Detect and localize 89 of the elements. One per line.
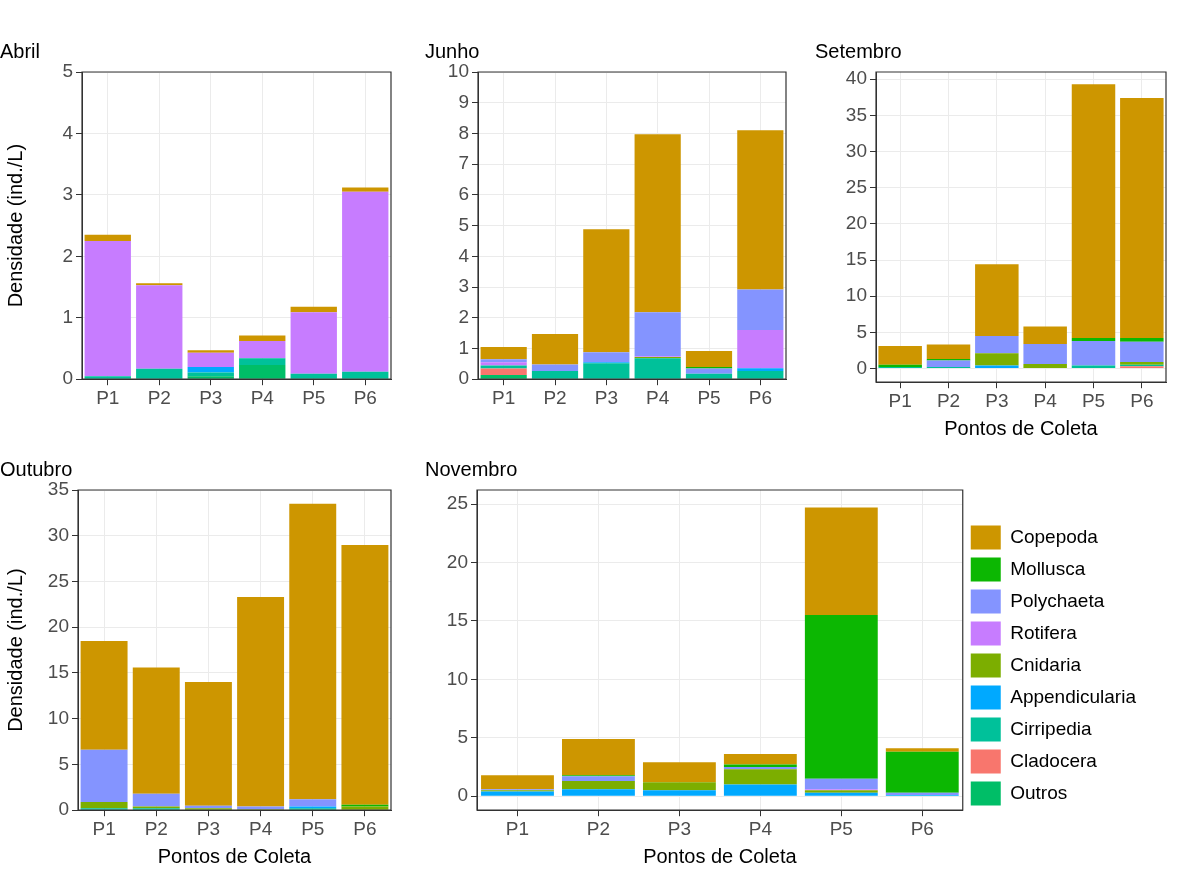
x-tick-label: P5 bbox=[1081, 389, 1106, 411]
x-tick-label: P3 bbox=[985, 389, 1009, 411]
y-tick-label: 5 bbox=[62, 60, 73, 82]
x-tick-label: P5 bbox=[697, 386, 721, 408]
y-tick-label: 0 bbox=[457, 784, 468, 806]
y-tick-label: 7 bbox=[458, 152, 469, 174]
x-tick-label: P6 bbox=[910, 817, 934, 839]
x-tick-label: P1 bbox=[505, 817, 530, 839]
x-tick-label: P4 bbox=[1033, 389, 1058, 411]
x-tick-label: P4 bbox=[646, 386, 670, 408]
y-tick-label: 0 bbox=[458, 367, 469, 389]
chart-title: Abril bbox=[0, 39, 41, 62]
x-tick-label: P4 bbox=[248, 817, 273, 839]
x-tick-label: P4 bbox=[250, 386, 275, 408]
y-axis-title: Densidade (ind./L) bbox=[3, 568, 26, 732]
chart-title: Novembro bbox=[425, 457, 518, 480]
y-tick-label: 6 bbox=[458, 183, 469, 205]
legend-label: Cnidaria bbox=[1010, 653, 1082, 675]
y-tick-label: 25 bbox=[446, 492, 468, 514]
y-tick-label: 10 bbox=[447, 60, 469, 82]
chart-title: Junho bbox=[425, 39, 480, 62]
x-tick-label: P5 bbox=[829, 817, 853, 839]
x-tick-label: P6 bbox=[1130, 389, 1154, 411]
x-tick-label: P3 bbox=[667, 817, 692, 839]
y-tick-label: 30 bbox=[47, 523, 69, 545]
x-tick-label: P5 bbox=[302, 386, 326, 408]
chart-title: Outubro bbox=[0, 457, 73, 480]
chart-title: Setembro bbox=[815, 39, 902, 62]
y-tick-label: 15 bbox=[446, 609, 468, 631]
y-tick-label: 5 bbox=[58, 752, 69, 774]
y-tick-label: 10 bbox=[845, 284, 867, 306]
y-tick-label: 5 bbox=[458, 213, 469, 235]
x-axis-title: Pontos de Coleta bbox=[944, 416, 1099, 439]
y-tick-label: 9 bbox=[458, 90, 469, 112]
x-tick-label: P1 bbox=[888, 389, 912, 411]
x-tick-label: P6 bbox=[353, 386, 377, 408]
legend-label: Mollusca bbox=[1010, 557, 1086, 579]
x-tick-label: P4 bbox=[748, 817, 773, 839]
y-tick-label: 35 bbox=[47, 478, 69, 500]
y-axis-title: Densidade (ind./L) bbox=[3, 143, 26, 308]
y-tick-label: 35 bbox=[845, 103, 867, 125]
y-tick-label: 15 bbox=[845, 248, 867, 270]
x-tick-label: P3 bbox=[594, 386, 618, 408]
y-tick-label: 0 bbox=[856, 356, 867, 378]
x-axis-title: Pontos de Coleta bbox=[157, 844, 313, 867]
x-tick-label: P2 bbox=[586, 817, 611, 839]
y-tick-label: 1 bbox=[458, 336, 469, 358]
legend-label: Copepoda bbox=[1010, 525, 1099, 547]
y-tick-label: 3 bbox=[62, 183, 73, 205]
legend-label: Cirripedia bbox=[1010, 717, 1092, 739]
y-tick-label: 8 bbox=[458, 121, 469, 143]
y-tick-label: 15 bbox=[47, 661, 69, 683]
y-tick-label: 20 bbox=[845, 212, 867, 234]
y-tick-label: 5 bbox=[856, 320, 867, 342]
x-tick-label: P5 bbox=[301, 817, 325, 839]
x-tick-label: P2 bbox=[936, 389, 961, 411]
y-tick-label: 4 bbox=[62, 121, 74, 143]
y-tick-label: 2 bbox=[458, 305, 469, 327]
x-tick-label: P2 bbox=[147, 386, 171, 408]
y-tick-label: 10 bbox=[446, 667, 468, 689]
y-tick-label: 3 bbox=[458, 275, 469, 297]
legend-label: Appendicularia bbox=[1010, 685, 1137, 707]
x-tick-label: P3 bbox=[196, 817, 221, 839]
x-tick-label: P1 bbox=[92, 817, 116, 839]
y-tick-label: 40 bbox=[845, 67, 867, 89]
y-tick-label: 30 bbox=[845, 139, 867, 161]
legend-label: Cladocera bbox=[1010, 749, 1098, 771]
x-tick-label: P6 bbox=[748, 386, 772, 408]
x-axis-title: Pontos de Coleta bbox=[643, 844, 798, 867]
y-tick-label: 25 bbox=[47, 569, 69, 591]
y-tick-label: 25 bbox=[845, 175, 867, 197]
x-tick-label: P2 bbox=[144, 817, 168, 839]
y-tick-label: 20 bbox=[47, 615, 69, 637]
y-tick-label: 10 bbox=[47, 706, 69, 728]
y-tick-label: 2 bbox=[62, 244, 73, 266]
y-tick-label: 20 bbox=[446, 550, 468, 572]
y-tick-label: 1 bbox=[62, 305, 73, 327]
x-tick-label: P1 bbox=[492, 386, 516, 408]
legend-label: Polychaeta bbox=[1010, 589, 1105, 611]
y-tick-label: 0 bbox=[58, 798, 69, 820]
legend-label: Outros bbox=[1010, 781, 1068, 803]
y-tick-label: 4 bbox=[458, 244, 470, 266]
y-tick-label: 0 bbox=[62, 367, 73, 389]
x-tick-label: P3 bbox=[199, 386, 223, 408]
legend-label: Rotifera bbox=[1010, 621, 1078, 643]
x-tick-label: P1 bbox=[96, 386, 120, 408]
x-tick-label: P2 bbox=[543, 386, 567, 408]
y-tick-label: 5 bbox=[457, 725, 468, 747]
x-tick-label: P6 bbox=[353, 817, 377, 839]
